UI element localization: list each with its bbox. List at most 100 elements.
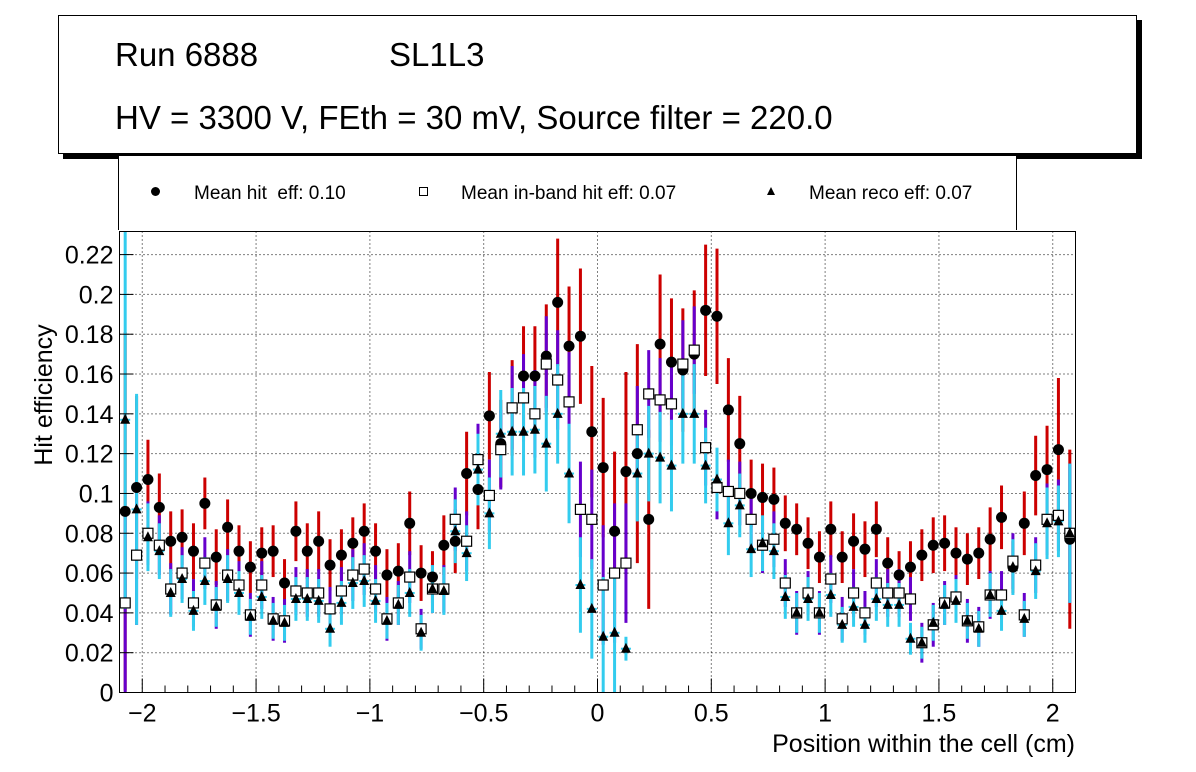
data-point-reco: [381, 614, 392, 625]
y-tick-label: 0.2: [79, 281, 114, 309]
data-point-hit: [745, 487, 757, 499]
data-point-inband: [119, 597, 131, 609]
data-point-reco: [825, 588, 836, 599]
layer-label: SL1L3: [389, 36, 485, 73]
data-point-hit: [165, 535, 177, 547]
data-point-hit: [244, 561, 256, 573]
data-point-reco: [996, 604, 1007, 615]
data-point-hit: [358, 525, 370, 537]
data-point-hit: [882, 557, 894, 569]
data-point-reco: [973, 622, 984, 633]
data-point-hit: [267, 545, 279, 557]
data-point-hit: [381, 569, 393, 581]
data-point-inband: [461, 535, 473, 547]
data-point-reco: [416, 626, 427, 637]
data-point-reco: [575, 579, 586, 590]
y-tick-label: 0.04: [65, 600, 114, 628]
x-tick-label: 0: [591, 700, 605, 728]
legend-label-reco: Mean reco eff: 0.07: [809, 183, 973, 204]
data-point-reco: [768, 545, 779, 556]
data-point-reco: [928, 616, 939, 627]
data-point-hit: [370, 545, 382, 557]
y-tick-label: 0.1: [79, 480, 114, 508]
data-point-hit: [324, 559, 336, 571]
data-point-reco: [279, 616, 290, 627]
data-point-hit: [859, 543, 871, 555]
data-point-inband: [870, 577, 882, 589]
data-point-reco: [905, 632, 916, 643]
data-point-reco: [666, 459, 677, 470]
run-label: Run 6888: [115, 36, 259, 73]
data-point-reco: [199, 575, 210, 586]
data-point-reco: [1019, 612, 1030, 623]
data-point-reco: [598, 630, 609, 641]
data-point-reco: [780, 590, 791, 601]
legend-circle-icon: [151, 187, 160, 196]
data-point-hit: [233, 545, 245, 557]
data-point-inband: [574, 503, 587, 515]
data-point-hit: [904, 561, 916, 573]
data-point-reco: [518, 425, 529, 436]
data-point-hit: [939, 537, 951, 549]
data-point-reco: [814, 606, 825, 617]
data-point-hit: [199, 497, 211, 509]
x-tick-label: −1.5: [231, 700, 280, 728]
data-point-hit: [461, 468, 473, 480]
data-point-hit: [1052, 444, 1064, 456]
data-point-reco: [951, 594, 961, 605]
data-point-hit: [142, 474, 154, 486]
data-point-hit: [984, 533, 996, 545]
data-point-reco: [848, 600, 859, 611]
data-point-reco: [154, 545, 165, 556]
data-point-reco: [541, 437, 552, 448]
data-point-reco: [370, 594, 381, 605]
data-point-hit: [643, 513, 655, 525]
data-point-hit: [347, 537, 359, 549]
y-tick-label: 0.22: [65, 242, 114, 270]
data-point-reco: [473, 463, 483, 474]
data-point-inband: [745, 513, 757, 525]
data-point-hit: [802, 537, 814, 549]
data-point-reco: [689, 407, 700, 418]
data-point-hit: [893, 569, 905, 581]
y-axis-label: Hit efficiency: [30, 324, 58, 466]
data-point-reco: [177, 573, 188, 584]
data-point-reco: [393, 598, 404, 609]
data-point-hit: [187, 545, 199, 557]
data-point-reco: [1007, 561, 1018, 572]
data-point-reco: [1042, 517, 1053, 528]
data-point-hit: [1030, 470, 1042, 482]
y-tick-label: 0.12: [65, 441, 114, 469]
data-point-inband: [779, 577, 791, 589]
legend-label-hit: Mean hit eff: 0.10: [194, 183, 346, 204]
data-point-reco: [723, 517, 734, 528]
clipped-series: [119, 231, 1076, 693]
data-point-reco: [131, 503, 142, 514]
data-point-hit: [791, 523, 803, 535]
data-point-inband: [199, 557, 211, 569]
data-point-reco: [677, 407, 688, 418]
data-point-reco: [564, 467, 575, 478]
x-tick-label: 2: [1046, 700, 1060, 728]
data-point-hit: [757, 491, 769, 503]
x-axis-label: Position within the cell (cm): [772, 730, 1075, 758]
data-point-hit: [836, 551, 848, 563]
data-point-hit: [256, 547, 268, 559]
x-tick-label: 1: [818, 700, 832, 728]
data-point-hit: [438, 539, 450, 551]
grid: [119, 231, 1076, 693]
data-point-reco: [916, 636, 927, 647]
data-point-hit: [518, 370, 530, 382]
data-point-hit: [722, 404, 734, 416]
data-point-reco: [529, 423, 540, 434]
data-point-reco: [268, 614, 279, 625]
data-point-inband: [711, 481, 723, 494]
data-point-inband: [358, 563, 370, 575]
conditions-label: HV = 3300 V, FEth = 30 mV, Source filter…: [115, 99, 833, 136]
data-point-inband: [540, 358, 552, 370]
legend-square-icon: [419, 187, 428, 196]
data-point-hit: [153, 501, 165, 513]
data-point-reco: [313, 594, 324, 605]
y-tick-label: 0.14: [65, 401, 114, 429]
